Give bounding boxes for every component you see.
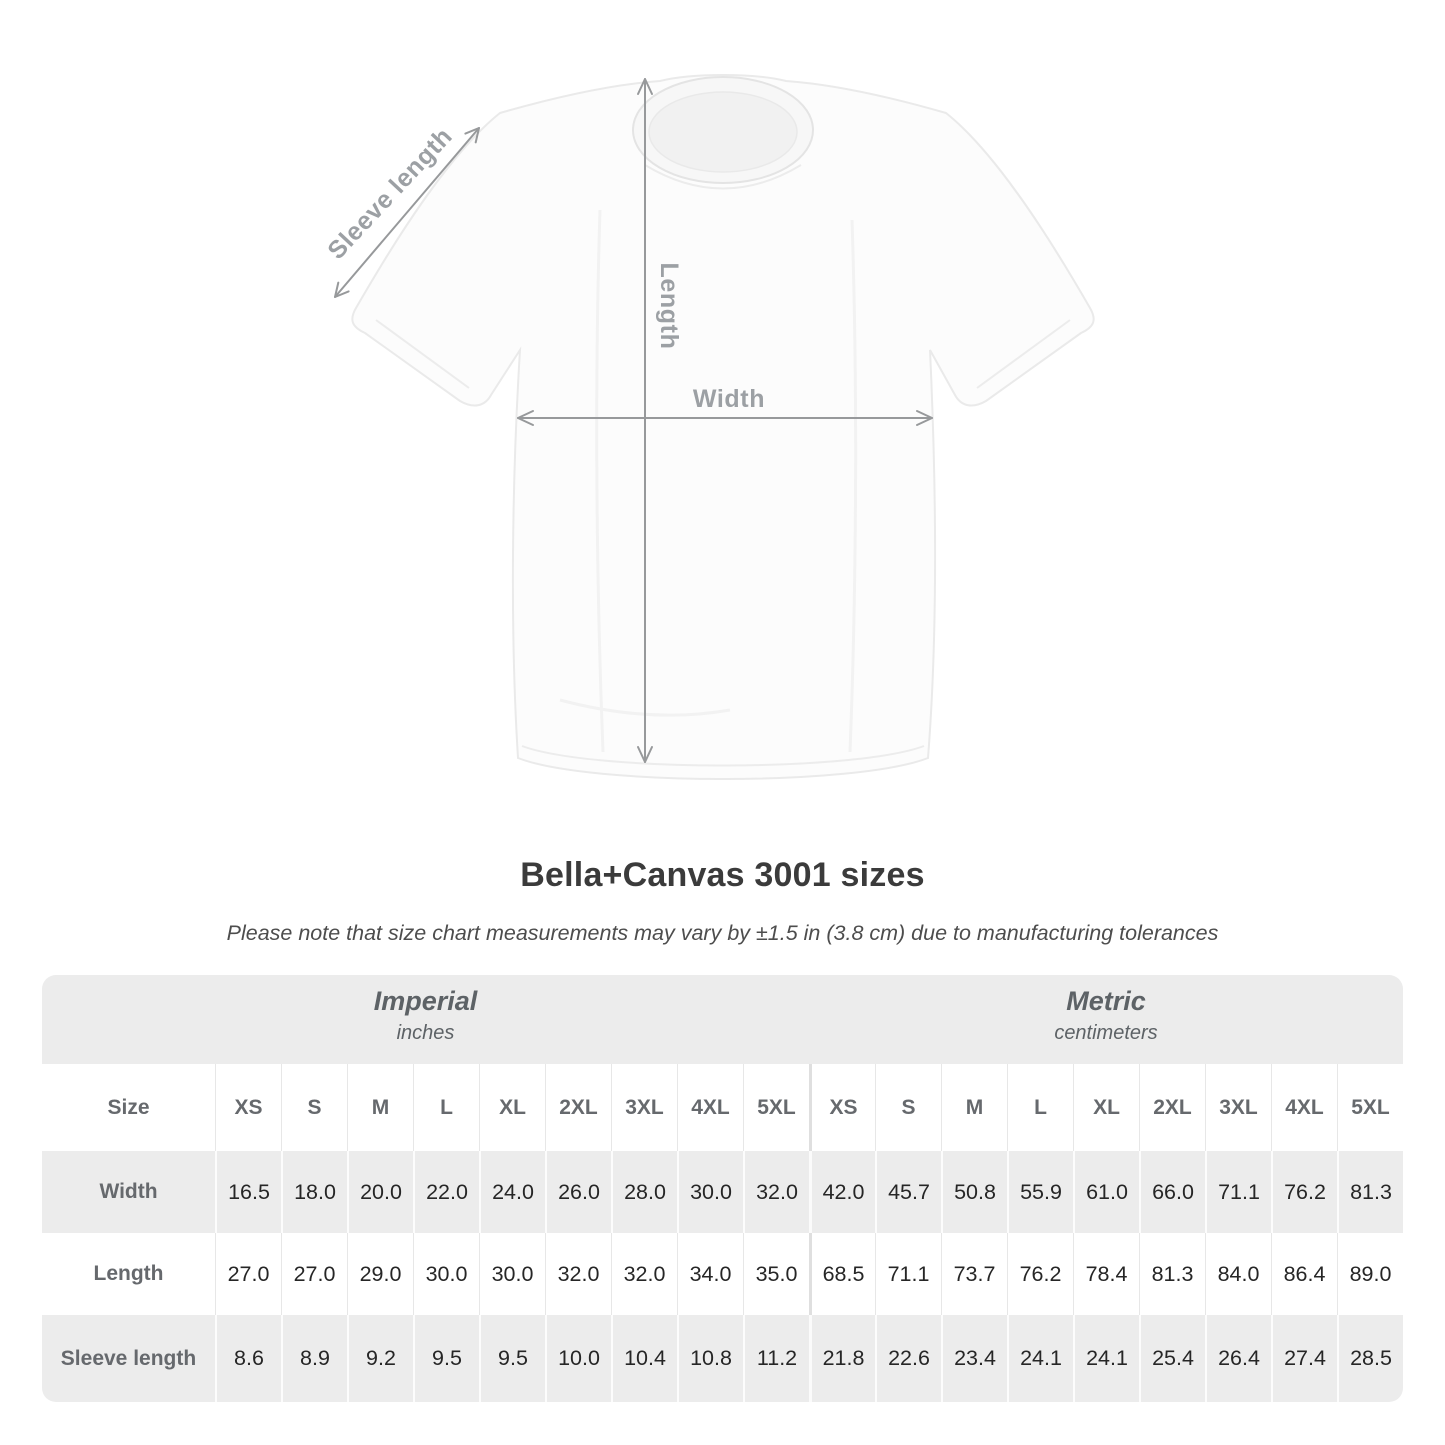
width-label: Width xyxy=(693,385,765,413)
table-cell: 34.0 xyxy=(677,1233,743,1315)
table-cell: 81.3 xyxy=(1337,1151,1403,1233)
table-cell: 86.4 xyxy=(1271,1233,1337,1315)
size-header-imperial-5xl: 5XL xyxy=(743,1064,809,1151)
metric-label: Metric xyxy=(1066,986,1146,1016)
table-cell: 10.0 xyxy=(545,1315,611,1402)
metric-unit: centimeters xyxy=(1054,1022,1158,1044)
metric-group-header: Metric centimeters xyxy=(809,975,1403,1064)
table-cell: 29.0 xyxy=(347,1233,413,1315)
imperial-label: Imperial xyxy=(373,986,478,1016)
table-cell: 24.1 xyxy=(1073,1315,1139,1402)
size-header-imperial-m: M xyxy=(347,1064,413,1151)
page-title: Bella+Canvas 3001 sizes xyxy=(520,856,925,894)
table-cell: 9.5 xyxy=(479,1315,545,1402)
size-header-metric-s: S xyxy=(875,1064,941,1151)
width-arrow xyxy=(517,410,933,426)
table-cell: 8.6 xyxy=(215,1315,281,1402)
table-cell: 16.5 xyxy=(215,1151,281,1233)
size-header-imperial-xs: XS xyxy=(215,1064,281,1151)
table-cell: 71.1 xyxy=(875,1233,941,1315)
row-label: Length xyxy=(42,1233,215,1315)
table-cell: 22.0 xyxy=(413,1151,479,1233)
table-cell: 30.0 xyxy=(413,1233,479,1315)
table-cell: 81.3 xyxy=(1139,1233,1205,1315)
size-header-metric-m: M xyxy=(941,1064,1007,1151)
size-header-metric-l: L xyxy=(1007,1064,1073,1151)
table-cell: 73.7 xyxy=(941,1233,1007,1315)
table-cell: 61.0 xyxy=(1073,1151,1139,1233)
table-cell: 9.2 xyxy=(347,1315,413,1402)
table-cell: 68.5 xyxy=(809,1233,875,1315)
table-cell: 78.4 xyxy=(1073,1233,1139,1315)
table-cell: 45.7 xyxy=(875,1151,941,1233)
tshirt-silhouette xyxy=(351,74,1095,780)
table-cell: 84.0 xyxy=(1205,1233,1271,1315)
table-cell: 26.4 xyxy=(1205,1315,1271,1402)
table-cell: 28.5 xyxy=(1337,1315,1403,1402)
size-header-imperial-4xl: 4XL xyxy=(677,1064,743,1151)
table-cell: 21.8 xyxy=(809,1315,875,1402)
imperial-group-header: Imperial inches xyxy=(42,975,809,1064)
table-cell: 10.8 xyxy=(677,1315,743,1402)
size-header-metric-3xl: 3XL xyxy=(1205,1064,1271,1151)
size-header-imperial-s: S xyxy=(281,1064,347,1151)
size-column-header: Size xyxy=(42,1064,215,1151)
imperial-unit: inches xyxy=(396,1022,455,1044)
table-cell: 20.0 xyxy=(347,1151,413,1233)
table-cell: 22.6 xyxy=(875,1315,941,1402)
length-arrow xyxy=(637,78,653,763)
table-cell: 11.2 xyxy=(743,1315,809,1402)
length-label: Length xyxy=(655,263,683,350)
size-header-imperial-2xl: 2XL xyxy=(545,1064,611,1151)
table-cell: 9.5 xyxy=(413,1315,479,1402)
table-cell: 24.0 xyxy=(479,1151,545,1233)
table-cell: 10.4 xyxy=(611,1315,677,1402)
table-cell: 30.0 xyxy=(479,1233,545,1315)
size-header-metric-xl: XL xyxy=(1073,1064,1139,1151)
table-cell: 23.4 xyxy=(941,1315,1007,1402)
table-cell: 28.0 xyxy=(611,1151,677,1233)
table-cell: 8.9 xyxy=(281,1315,347,1402)
tshirt-measurement-diagram: Length Width Sleeve length xyxy=(322,74,1095,780)
size-table: Imperial inches Metric centimeters Size X… xyxy=(42,975,1403,1402)
table-cell: 89.0 xyxy=(1337,1233,1403,1315)
collar-opening xyxy=(648,91,798,173)
table-cell: 32.0 xyxy=(611,1233,677,1315)
table-cell: 26.0 xyxy=(545,1151,611,1233)
table-cell: 71.1 xyxy=(1205,1151,1271,1233)
table-cell: 25.4 xyxy=(1139,1315,1205,1402)
size-header-metric-5xl: 5XL xyxy=(1337,1064,1403,1151)
size-header-metric-4xl: 4XL xyxy=(1271,1064,1337,1151)
size-header-metric-2xl: 2XL xyxy=(1139,1064,1205,1151)
tshirt-image xyxy=(351,74,1095,780)
table-cell: 76.2 xyxy=(1271,1151,1337,1233)
table-cell: 76.2 xyxy=(1007,1233,1073,1315)
table-cell: 55.9 xyxy=(1007,1151,1073,1233)
table-cell: 66.0 xyxy=(1139,1151,1205,1233)
table-cell: 35.0 xyxy=(743,1233,809,1315)
table-cell: 24.1 xyxy=(1007,1315,1073,1402)
table-cell: 27.0 xyxy=(281,1233,347,1315)
table-cell: 27.0 xyxy=(215,1233,281,1315)
tolerance-note: Please note that size chart measurements… xyxy=(226,921,1219,945)
table-cell: 30.0 xyxy=(677,1151,743,1233)
size-header-metric-xs: XS xyxy=(809,1064,875,1151)
table-cell: 27.4 xyxy=(1271,1315,1337,1402)
table-cell: 42.0 xyxy=(809,1151,875,1233)
table-cell: 32.0 xyxy=(545,1233,611,1315)
table-cell: 50.8 xyxy=(941,1151,1007,1233)
table-cell: 18.0 xyxy=(281,1151,347,1233)
sleeve-length-arrow xyxy=(334,127,480,298)
row-label: Width xyxy=(42,1151,215,1233)
size-header-imperial-xl: XL xyxy=(479,1064,545,1151)
table-cell: 32.0 xyxy=(743,1151,809,1233)
row-label: Sleeve length xyxy=(42,1315,215,1402)
size-header-imperial-l: L xyxy=(413,1064,479,1151)
size-header-imperial-3xl: 3XL xyxy=(611,1064,677,1151)
